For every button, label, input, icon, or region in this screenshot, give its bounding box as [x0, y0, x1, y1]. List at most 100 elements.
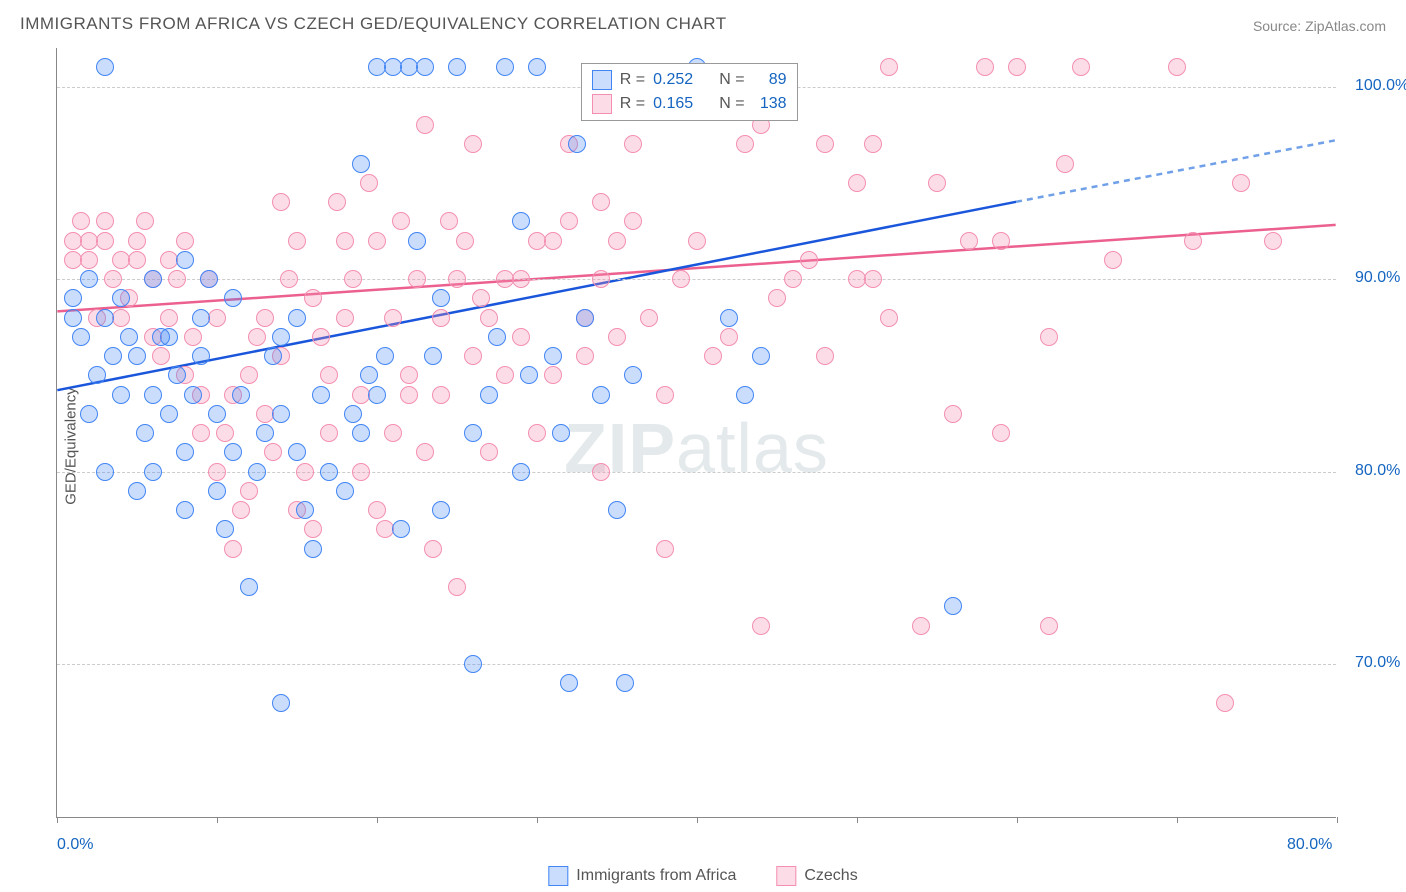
scatter-point-a — [416, 58, 434, 76]
scatter-point-b — [512, 328, 530, 346]
scatter-point-a — [424, 347, 442, 365]
scatter-point-b — [992, 424, 1010, 442]
scatter-point-b — [264, 443, 282, 461]
scatter-point-a — [240, 578, 258, 596]
gridline-h — [57, 664, 1336, 665]
scatter-point-a — [752, 347, 770, 365]
scatter-point-b — [248, 328, 266, 346]
scatter-point-a — [464, 655, 482, 673]
scatter-point-a — [192, 347, 210, 365]
x-tick-mark — [857, 817, 858, 823]
scatter-point-a — [392, 520, 410, 538]
scatter-point-a — [344, 405, 362, 423]
scatter-point-a — [200, 270, 218, 288]
scatter-point-b — [1184, 232, 1202, 250]
scatter-point-b — [976, 58, 994, 76]
scatter-point-b — [400, 366, 418, 384]
scatter-point-a — [432, 289, 450, 307]
scatter-point-a — [336, 482, 354, 500]
scatter-point-b — [464, 135, 482, 153]
series-legend: Immigrants from Africa Czechs — [548, 866, 857, 886]
scatter-point-a — [224, 443, 242, 461]
scatter-point-a — [72, 328, 90, 346]
y-tick-label: 100.0% — [1355, 77, 1406, 95]
scatter-point-b — [848, 174, 866, 192]
scatter-point-a — [496, 58, 514, 76]
scatter-point-b — [192, 424, 210, 442]
scatter-point-b — [640, 309, 658, 327]
scatter-point-b — [416, 116, 434, 134]
scatter-point-a — [264, 347, 282, 365]
scatter-point-b — [624, 135, 642, 153]
scatter-point-b — [448, 578, 466, 596]
scatter-point-a — [512, 463, 530, 481]
scatter-point-a — [160, 405, 178, 423]
scatter-point-b — [168, 270, 186, 288]
scatter-point-a — [208, 482, 226, 500]
scatter-point-a — [112, 386, 130, 404]
scatter-point-b — [104, 270, 122, 288]
scatter-point-b — [608, 232, 626, 250]
scatter-point-a — [96, 58, 114, 76]
scatter-point-b — [304, 289, 322, 307]
scatter-point-a — [144, 463, 162, 481]
scatter-point-b — [432, 386, 450, 404]
scatter-point-a — [320, 463, 338, 481]
x-tick-mark — [217, 817, 218, 823]
scatter-point-a — [80, 270, 98, 288]
scatter-point-b — [560, 212, 578, 230]
scatter-point-b — [432, 309, 450, 327]
trend-lines-svg — [57, 48, 1336, 817]
scatter-point-b — [480, 443, 498, 461]
scatter-point-a — [112, 289, 130, 307]
r-label: R = — [620, 71, 645, 89]
scatter-point-b — [128, 232, 146, 250]
scatter-point-b — [392, 212, 410, 230]
scatter-point-b — [864, 135, 882, 153]
scatter-point-a — [64, 289, 82, 307]
scatter-point-b — [720, 328, 738, 346]
scatter-point-b — [240, 366, 258, 384]
scatter-point-a — [624, 366, 642, 384]
scatter-point-b — [512, 270, 530, 288]
legend-swatch-a-icon — [548, 866, 568, 886]
y-tick-label: 90.0% — [1355, 269, 1400, 287]
scatter-point-b — [472, 289, 490, 307]
scatter-point-b — [184, 328, 202, 346]
scatter-point-b — [456, 232, 474, 250]
scatter-point-b — [1232, 174, 1250, 192]
scatter-point-a — [272, 405, 290, 423]
scatter-point-a — [184, 386, 202, 404]
scatter-point-b — [240, 482, 258, 500]
scatter-point-a — [608, 501, 626, 519]
scatter-point-b — [592, 463, 610, 481]
n-label: N = — [719, 71, 744, 89]
scatter-point-b — [816, 135, 834, 153]
chart-title: IMMIGRANTS FROM AFRICA VS CZECH GED/EQUI… — [20, 14, 727, 34]
scatter-point-a — [176, 251, 194, 269]
y-tick-label: 70.0% — [1355, 654, 1400, 672]
scatter-point-b — [480, 309, 498, 327]
scatter-point-a — [192, 309, 210, 327]
scatter-point-b — [1008, 58, 1026, 76]
scatter-point-a — [128, 347, 146, 365]
scatter-point-b — [424, 540, 442, 558]
scatter-point-b — [624, 212, 642, 230]
scatter-point-b — [880, 58, 898, 76]
r-value-b: 0.165 — [653, 95, 693, 113]
scatter-point-a — [288, 443, 306, 461]
scatter-point-a — [720, 309, 738, 327]
n-value-b: 138 — [753, 95, 787, 113]
r-label: R = — [620, 95, 645, 113]
scatter-point-b — [416, 443, 434, 461]
scatter-point-b — [280, 270, 298, 288]
scatter-point-a — [560, 674, 578, 692]
scatter-point-b — [408, 270, 426, 288]
scatter-point-b — [256, 309, 274, 327]
legend-item-b: Czechs — [776, 866, 857, 886]
scatter-point-a — [592, 386, 610, 404]
gridline-h — [57, 279, 1336, 280]
scatter-point-b — [656, 540, 674, 558]
stats-legend-row-a: R = 0.252 N = 89 — [592, 68, 787, 92]
stats-legend: R = 0.252 N = 89 R = 0.165 N = 138 — [581, 63, 798, 121]
